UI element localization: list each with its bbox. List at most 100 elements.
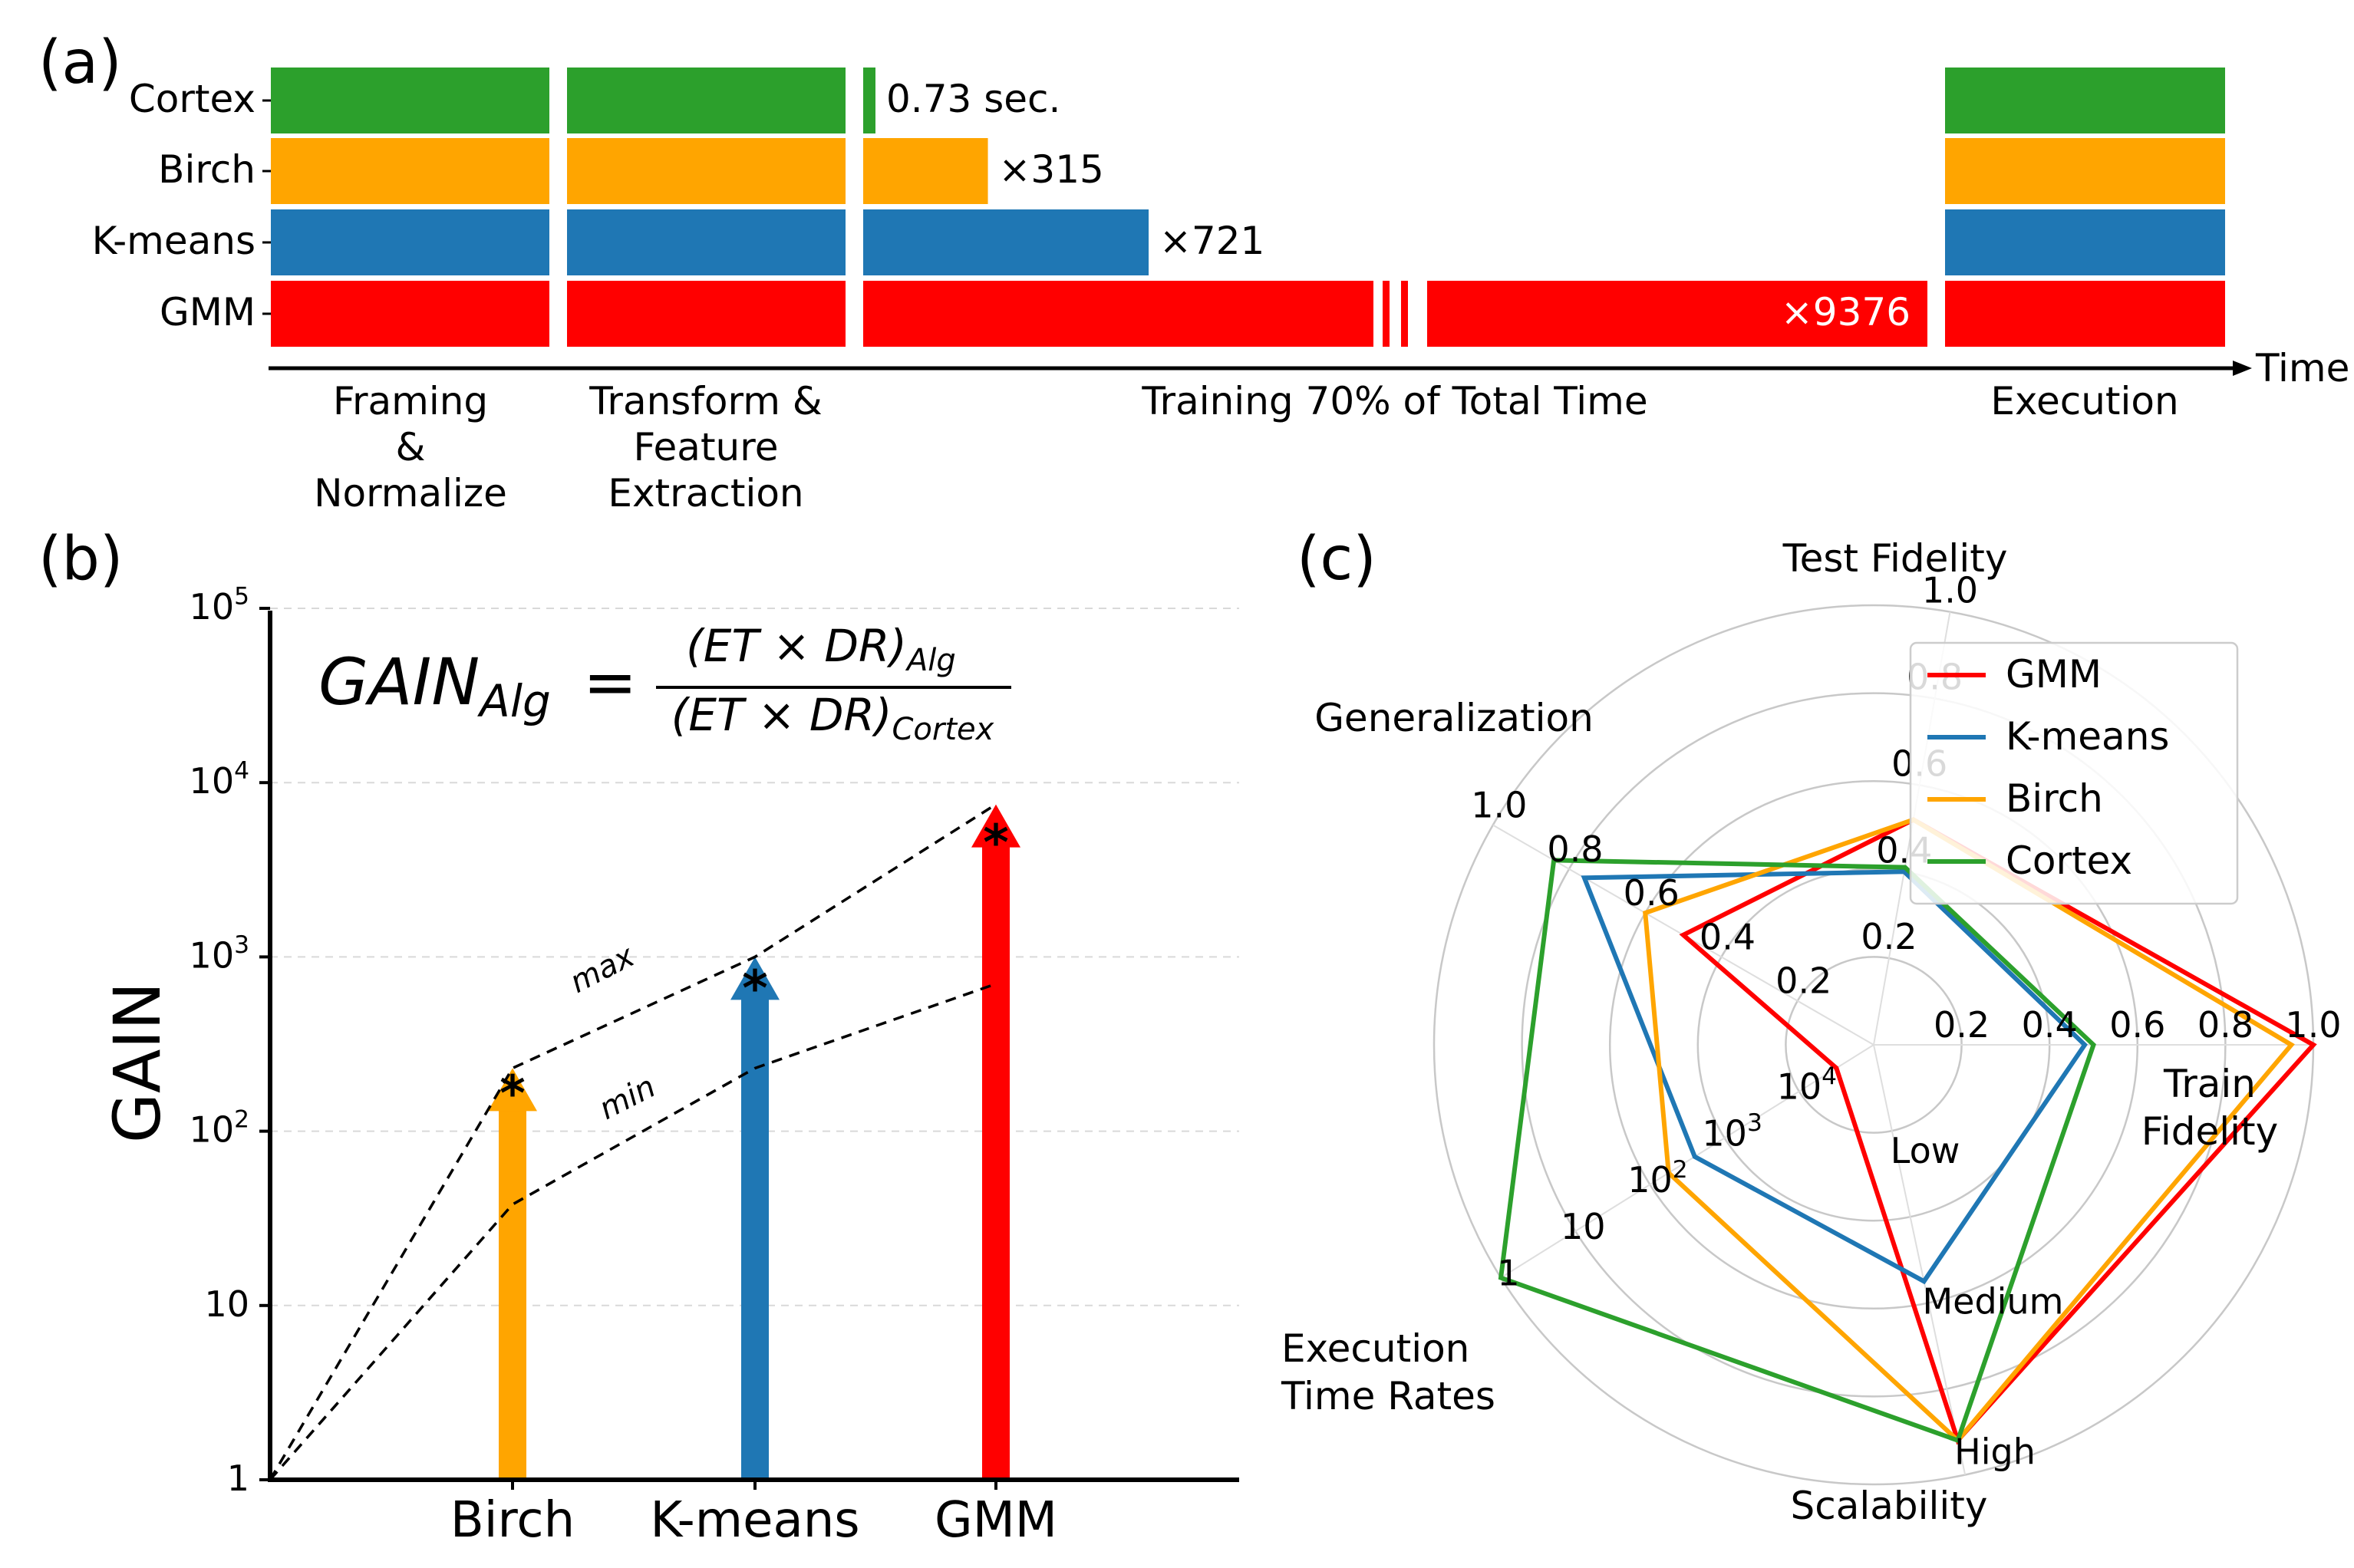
a-row-birch-execution-bar [1945,138,2225,204]
panel-a-label: (a) [38,28,122,97]
c-legend-box [1909,641,2239,905]
c-axis-label-3-line-1: Time Rates [1281,1374,1495,1418]
c-legend-label-3: Cortex [2006,838,2132,883]
time-axis-label: Time [2255,346,2349,390]
b-ytick-label-3: 103 [190,931,249,976]
a-stage-0-label-line-0: Framing [333,379,488,423]
a-row-birch-training-bar [863,138,988,204]
a-row-kmeans-execution-bar [1945,209,2225,275]
a-row-cortex-note: 0.73 sec. [886,77,1060,121]
c-exec-tick-0-base: 10 [1777,1066,1822,1108]
a-row-kmeans-transform-bar [567,209,846,275]
b-kmeans-label: K-means [650,1492,859,1549]
svg-text:(ET × DR)Cortex: (ET × DR)Cortex [671,689,994,747]
panel-c-radar-chart: 0.20.40.60.81.00.20.40.60.81.00.20.40.60… [1281,536,2342,1528]
c-train-tick-1: 0.4 [2022,1004,2078,1046]
c-legend-label-2: Birch [2006,776,2103,821]
c-axis-label-0-line-1: Fidelity [2141,1109,2279,1154]
a-row-cortex-training-bar [863,68,875,133]
b-ytick-label-3-base: 10 [190,934,235,976]
c-train-tick-3: 0.8 [2197,1004,2253,1046]
c-scal-tick-2: High [1954,1431,2036,1472]
a-stage-0-label-line-1: & [396,425,426,469]
c-test-tick-4: 1.0 [1922,570,1978,611]
b-ytick-label-1: 10 [204,1283,249,1325]
b-birch-label: Birch [450,1492,575,1549]
c-axis-label-2-line-0: Generalization [1314,696,1594,740]
a-row-kmeans-label: K-means [92,219,256,263]
b-max-line [269,803,997,1481]
b-ytick-label-4-exp: 4 [234,757,249,785]
a-row-cortex-execution-bar [1945,68,2225,133]
a-row-cortex-transform-bar [567,68,846,133]
c-exec-tick-3: 10 [1561,1206,1606,1247]
formula-equals: = [583,644,637,720]
formula-denominator-sub: Cortex [892,712,994,747]
c-exec-tick-4-base: 1 [1497,1253,1519,1294]
b-gmm-bar [982,844,1010,1480]
b-gmm-arrowhead [971,804,1020,848]
c-exec-tick-2-base: 10 [1627,1159,1673,1201]
formula-numerator-sub: Alg [905,643,956,678]
a-row-gmm-label: GMM [160,290,256,334]
c-gen-tick-3: 0.8 [1547,828,1603,870]
b-ytick-label-5: 105 [190,583,249,628]
formula-lhs: GAIN [318,644,480,720]
b-ytick-label-2: 102 [190,1105,249,1150]
a-stage-1-label-line-0: Transform & [588,379,823,423]
a-row-kmeans-training-bar [863,209,1149,275]
a-row-birch-note: ×315 [999,147,1104,192]
panel-c-label: (c) [1297,525,1376,594]
b-ytick-label-2-base: 10 [190,1109,235,1151]
b-kmeans-marker: * [742,961,767,1018]
c-gen-tick-1: 0.4 [1700,916,1756,957]
c-train-tick-4: 1.0 [2285,1004,2341,1046]
a-row-birch-label: Birch [158,147,256,192]
a-row-gmm-transform-bar [567,281,846,347]
a-stage-3-label-line-0: Execution [1990,379,2178,423]
formula-numerator: (ET × DR) [686,620,907,672]
b-birch-marker: * [499,1066,525,1122]
a-row-gmm-training-bar-part1 [863,281,1373,347]
gain-formula: GAINAlg = (ET × DR)Alg (ET × DR)Cortex [318,620,1011,747]
a-row-cortex-label: Cortex [129,77,256,121]
a-row-gmm-training-bar-break1 [1383,281,1390,347]
a-row-gmm-training-bar-break2 [1401,281,1408,347]
c-spoke-4 [1873,1044,1967,1475]
panel-a-timeline-chart: Cortex 0.73 sec. Birch ×315 K-means ×721 GMM ×9… [92,68,2349,516]
a-stage-2-label-line-0: Training 70% of Total Time [1141,379,1647,423]
panel-b-label: (b) [38,525,123,594]
c-exec-tick-1-exp: 3 [1747,1109,1762,1137]
a-row-gmm-framing-bar [271,281,549,347]
c-gen-tick-4: 1.0 [1471,785,1527,826]
b-min-line [269,982,997,1481]
c-exec-tick-1: 103 [1702,1109,1762,1154]
c-exec-tick-2-exp: 2 [1673,1156,1688,1184]
b-ytick-label-4-base: 10 [190,760,235,802]
b-ytick-label-5-exp: 5 [234,583,249,611]
c-legend-label-1: K-means [2006,714,2169,759]
formula-lhs-sub: Alg [476,675,551,727]
b-ytick-label-0: 1 [227,1458,249,1499]
b-birch-arrowhead [488,1068,537,1112]
c-scal-tick-0: Low [1891,1130,1960,1171]
b-kmeans-bar [741,996,769,1480]
a-row-kmeans-note: ×721 [1159,219,1264,263]
c-exec-tick-4: 1 [1497,1253,1519,1294]
b-gmm-marker: * [983,815,1008,872]
b-ytick-label-1-base: 10 [204,1283,249,1325]
c-legend-label-0: GMM [2006,652,2102,697]
time-axis-arrowhead [2233,361,2252,376]
c-exec-tick-3-base: 10 [1561,1206,1606,1247]
a-row-birch-framing-bar [271,138,549,204]
a-row-kmeans-framing-bar [271,209,549,275]
c-train-tick-2: 0.6 [2109,1004,2165,1046]
a-row-gmm-note: ×9376 [1781,290,1911,334]
radar-legend: GMM K-means Birch Cortex [1909,641,2239,905]
b-y-axis-label: GAIN [100,982,175,1143]
b-kmeans-arrowhead [730,957,780,1000]
b-ytick-label-5-base: 10 [190,586,235,628]
b-ytick-label-4: 104 [190,757,249,802]
